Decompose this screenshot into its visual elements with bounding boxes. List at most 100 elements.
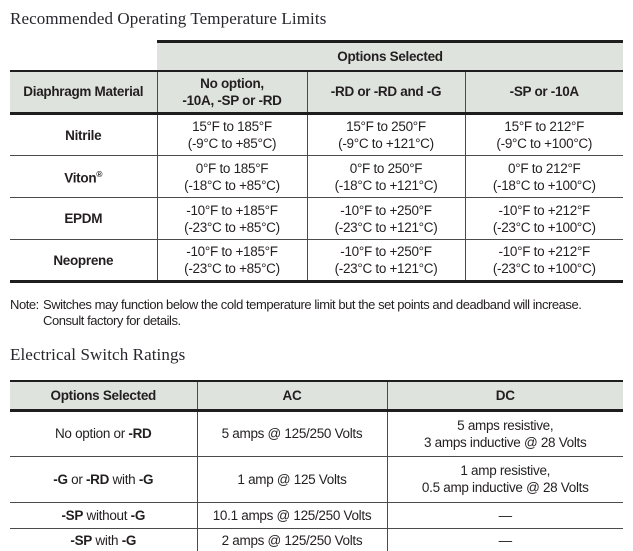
option-text-segment: -SP: [70, 533, 92, 548]
temp-range-cell: 15°F to 212°F (-9°C to +100°C): [464, 113, 624, 156]
celsius-range: (-9°C to +85°C): [187, 136, 277, 151]
celsius-range: (-18°C to +121°C): [334, 177, 438, 193]
celsius-range: (-9°C to +121°C): [338, 136, 434, 151]
dc-rating-line: 3 amps inductive @ 28 Volts: [424, 434, 587, 450]
fahrenheit-range: -10°F to +212°F: [498, 244, 591, 259]
dc-rating-line: —: [498, 507, 513, 523]
material-cell: Nitrile: [10, 113, 157, 156]
temp-range-cell: -10°F to +185°F (-23°C to +85°C): [156, 197, 307, 240]
option-text-segment: No option or: [54, 426, 129, 441]
temp-range-cell: -10°F to +212°F (-23°C to +100°C): [464, 197, 624, 240]
note-line: Consult factory for details.: [43, 313, 181, 328]
option-text-segment: with: [109, 471, 139, 487]
celsius-range: (-23°C to +121°C): [334, 219, 438, 235]
col-header-options-selected: Options Selected: [10, 380, 197, 412]
options-selected-header: Options Selected: [157, 40, 624, 71]
option-text-segment: -SP: [61, 507, 84, 523]
fahrenheit-range: 15°F to 250°F: [346, 119, 426, 134]
ratings-header-row: Options Selected AC DC: [10, 380, 623, 412]
electrical-ratings-title: Electrical Switch Ratings: [10, 345, 186, 364]
temp-range-cell: -10°F to +250°F (-23°C to +121°C): [306, 239, 465, 283]
fahrenheit-range: 0°F to 185°F: [195, 160, 269, 176]
ac-rating-cell: 1 amp @ 125 Volts: [196, 455, 387, 502]
column-header-row: Diaphragm Material No option, -10A, -SP …: [10, 69, 624, 115]
table-row: EPDM -10°F to +185°F (-23°C to +85°C) -10°F…: [10, 197, 624, 240]
fahrenheit-range: -10°F to +250°F: [340, 202, 432, 218]
option-cell: -SP without -G: [10, 501, 197, 528]
celsius-range: (-18°C to +100°C): [492, 177, 596, 193]
dc-rating-line: 0.5 amp inductive @ 28 Volts: [421, 480, 589, 495]
temp-range-cell: 0°F to 250°F (-18°C to +121°C): [306, 155, 465, 198]
celsius-range: (-9°C to +100°C): [496, 136, 593, 151]
temp-range-cell: 15°F to 185°F (-9°C to +85°C): [156, 113, 307, 156]
celsius-range: (-23°C to +100°C): [492, 219, 596, 235]
temp-range-cell: 15°F to 250°F (-9°C to +121°C): [306, 113, 465, 156]
table-row: Viton® 0°F to 185°F (-18°C to +85°C) 0°F to…: [10, 155, 624, 198]
fahrenheit-range: 15°F to 185°F: [192, 119, 272, 134]
option-text-segment: or: [67, 471, 86, 487]
note-label: Note:: [10, 297, 39, 312]
material-cell: Viton®: [10, 155, 157, 198]
option-text-segment: -RD: [85, 471, 110, 487]
temp-range-cell: -10°F to +250°F (-23°C to +121°C): [306, 197, 465, 240]
material-cell: Neoprene: [10, 239, 157, 283]
fahrenheit-range: -10°F to +185°F: [186, 244, 278, 259]
option-text-segment: with: [91, 533, 122, 548]
table-row: Neoprene -10°F to +185°F (-23°C to +85°C) -…: [10, 239, 624, 283]
option-text-segment: without: [83, 507, 131, 523]
dc-rating-line: 5 amps resistive,: [457, 417, 554, 433]
fahrenheit-range: 15°F to 212°F: [504, 119, 585, 134]
option-text-segment: -RD: [128, 426, 152, 441]
note-text: Switches may function below the cold tem…: [43, 297, 582, 329]
option-cell: -G or -RD with -G: [10, 455, 197, 502]
options-selected-row: Options Selected: [10, 40, 624, 71]
dc-rating-cell: 5 amps resistive, 3 amps inductive @ 28 V…: [386, 409, 623, 456]
header-line: No option,: [200, 75, 264, 91]
ac-rating-cell: 5 amps @ 125/250 Volts: [196, 409, 387, 456]
table-row: -SP without -G 10.1 amps @ 125/250 Volts —: [10, 501, 623, 528]
celsius-range: (-23°C to +121°C): [334, 261, 438, 276]
electrical-switch-ratings-table: Options Selected AC DC No option or -RD 5…: [10, 380, 623, 551]
material-cell: EPDM: [10, 197, 157, 240]
col-header-diaphragm-material: Diaphragm Material: [10, 69, 157, 115]
dc-rating-line: 1 amp resistive,: [460, 463, 551, 478]
option-text-segment: -G: [130, 507, 146, 523]
footnote: Note: Switches may function below the co…: [10, 297, 633, 329]
option-text-segment: -G: [53, 471, 68, 487]
option-cell: -SP with -G: [10, 527, 197, 551]
note-line: Switches may function below the cold tem…: [43, 297, 582, 312]
dc-rating-cell: —: [386, 501, 623, 528]
option-text-segment: -G: [121, 533, 137, 548]
celsius-range: (-23°C to +100°C): [492, 261, 596, 276]
fahrenheit-range: -10°F to +212°F: [498, 202, 591, 218]
temp-range-cell: -10°F to +212°F (-23°C to +100°C): [464, 239, 624, 283]
table-row: No option or -RD 5 amps @ 125/250 Volts 5 …: [10, 409, 623, 456]
temp-range-cell: -10°F to +185°F (-23°C to +85°C): [156, 239, 307, 283]
celsius-range: (-18°C to +85°C): [184, 177, 280, 193]
ac-rating-cell: 10.1 amps @ 125/250 Volts: [196, 501, 387, 528]
temperature-limits-title: Recommended Operating Temperature Limits: [10, 9, 327, 28]
option-cell: No option or -RD: [10, 409, 197, 456]
temp-range-cell: 0°F to 185°F (-18°C to +85°C): [156, 155, 307, 198]
temperature-limits-table: Options Selected Diaphragm Material No o…: [10, 40, 624, 283]
dc-rating-cell: —: [386, 527, 623, 551]
col-header-no-option: No option, -10A, -SP or -RD: [156, 69, 307, 115]
col-header-rd-options: -RD or -RD and -G: [306, 69, 465, 115]
dc-rating-line: —: [498, 533, 513, 548]
celsius-range: (-23°C to +85°C): [184, 219, 280, 235]
temp-range-cell: 0°F to 212°F (-18°C to +100°C): [464, 155, 624, 198]
fahrenheit-range: -10°F to +185°F: [186, 202, 278, 218]
fahrenheit-range: -10°F to +250°F: [340, 244, 432, 259]
table-row: -SP with -G 2 amps @ 125/250 Volts —: [10, 527, 623, 551]
blank-corner-cell: [10, 41, 157, 71]
col-header-dc: DC: [386, 380, 623, 412]
col-header-sp-10a: -SP or -10A: [464, 69, 624, 115]
table-row: -G or -RD with -G 1 amp @ 125 Volts 1 amp …: [10, 455, 623, 502]
dc-rating-cell: 1 amp resistive, 0.5 amp inductive @ 28 V…: [386, 455, 623, 502]
table-row: Nitrile 15°F to 185°F (-9°C to +85°C) 15°F …: [10, 113, 624, 156]
registered-mark: ®: [96, 169, 103, 180]
option-text-segment: -G: [138, 471, 154, 487]
ac-rating-cell: 2 amps @ 125/250 Volts: [196, 527, 387, 551]
header-line: -10A, -SP or -RD: [182, 92, 282, 108]
fahrenheit-range: 0°F to 212°F: [508, 160, 581, 176]
